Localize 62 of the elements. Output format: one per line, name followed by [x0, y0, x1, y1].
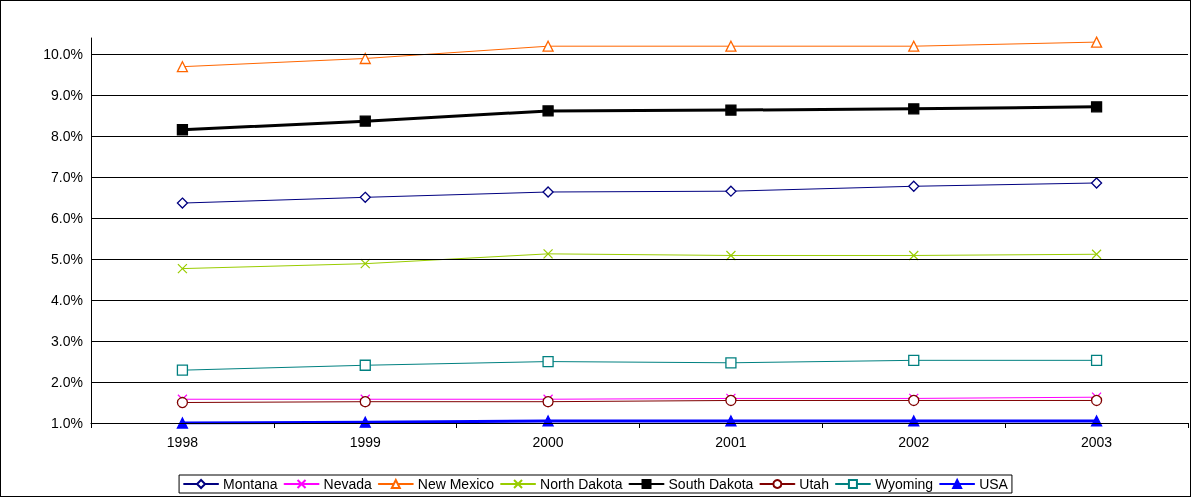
- y-tick-label: 8.0%: [51, 128, 83, 145]
- point: [176, 124, 189, 136]
- y-tick-label: 6.0%: [51, 210, 83, 227]
- x-tick-label: 1998: [166, 434, 199, 450]
- point: [1091, 249, 1102, 260]
- point: [908, 180, 920, 192]
- point: [908, 415, 920, 427]
- point: [1090, 101, 1103, 113]
- point: [359, 416, 371, 428]
- legend-label: South Dakota: [668, 476, 754, 492]
- point: [908, 250, 919, 261]
- point: [176, 396, 189, 409]
- y-tick-label: 4.0%: [51, 292, 83, 309]
- point: [1090, 177, 1103, 189]
- y-tick-label: 2.0%: [51, 374, 83, 391]
- legend-label: USA: [979, 476, 1009, 492]
- x-tick-label: 2003: [1081, 434, 1113, 450]
- point: [542, 355, 554, 368]
- y-tick-label: 10.0%: [43, 46, 83, 63]
- x-tick-label: 2001: [715, 434, 747, 450]
- x-tick-label: 1999: [349, 434, 382, 450]
- point: [542, 186, 554, 198]
- point: [725, 357, 737, 369]
- point: [725, 250, 737, 261]
- legend-label: New Mexico: [417, 476, 495, 492]
- point: [725, 40, 737, 52]
- point: [542, 415, 554, 427]
- point: [176, 364, 189, 376]
- y-tick-label: 9.0%: [51, 87, 83, 104]
- legend-label: Nevada: [323, 476, 373, 492]
- point: [908, 40, 920, 52]
- point: [1090, 394, 1103, 407]
- point: [176, 61, 189, 73]
- point: [360, 258, 371, 269]
- point: [908, 103, 920, 115]
- point: [908, 354, 920, 366]
- point: [725, 185, 737, 197]
- point: [359, 52, 371, 65]
- legend-label: Montana: [223, 476, 278, 492]
- point: [176, 417, 189, 429]
- y-tick-label: 5.0%: [51, 251, 83, 268]
- point: [1090, 354, 1103, 366]
- point: [1090, 415, 1103, 427]
- legend-label: Wyoming: [874, 476, 934, 492]
- point: [542, 248, 554, 259]
- point: [359, 115, 371, 127]
- point: [542, 40, 554, 52]
- point: [542, 105, 554, 117]
- y-tick-label: 3.0%: [51, 333, 83, 350]
- point: [725, 415, 737, 427]
- point: [725, 104, 737, 116]
- point: [359, 359, 371, 371]
- x-tick-label: 2000: [532, 434, 564, 450]
- point: [177, 263, 188, 274]
- y-tick-label: 7.0%: [51, 169, 83, 186]
- point: [1090, 36, 1103, 48]
- x-tick-label: 2002: [898, 434, 930, 450]
- y-tick-label: 1.0%: [51, 415, 83, 431]
- legend-label: North Dakota: [540, 476, 623, 492]
- point: [176, 197, 189, 209]
- legend-label: Utah: [799, 476, 829, 492]
- point: [359, 191, 371, 203]
